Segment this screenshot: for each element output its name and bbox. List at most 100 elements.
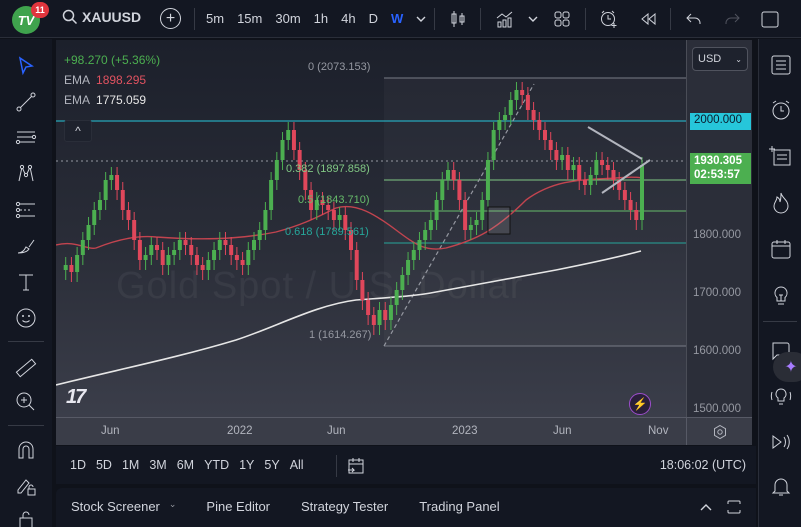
range-1d[interactable]: 1D xyxy=(70,458,86,472)
price-label: 1700.000 xyxy=(693,287,741,299)
tab-stock-screener[interactable]: Stock Screener xyxy=(71,499,160,514)
zoom-in-icon[interactable] xyxy=(13,389,39,415)
range-1y[interactable]: 1Y xyxy=(239,458,255,472)
fib-tools-icon[interactable] xyxy=(13,197,39,223)
interval-15m[interactable]: 15m xyxy=(237,11,263,26)
ema-fast-row[interactable]: EMA 1898.295 xyxy=(64,70,160,90)
interval-5m[interactable]: 5m xyxy=(206,11,225,26)
redo-icon[interactable] xyxy=(721,8,743,30)
fib-level-0: 0 (2073.153) xyxy=(308,61,371,73)
fib-level-1: 1 (1614.267) xyxy=(309,329,372,341)
unlock-icon[interactable] xyxy=(13,505,39,527)
tradingview-logo[interactable]: 17 xyxy=(66,386,86,408)
interval-dropdown-icon[interactable] xyxy=(410,8,432,30)
right-sidebar: ✦ xyxy=(758,39,801,527)
text-icon[interactable] xyxy=(13,269,39,295)
calendar-icon[interactable] xyxy=(767,235,795,263)
fullscreen-icon[interactable] xyxy=(759,8,781,30)
range-5y[interactable]: 5Y xyxy=(264,458,280,472)
interval-w[interactable]: W xyxy=(390,11,404,26)
tab-strategy-tester[interactable]: Strategy Tester xyxy=(301,499,389,514)
horizontal-lines-icon[interactable] xyxy=(13,125,39,151)
utc-clock[interactable]: 18:06:02 (UTC) xyxy=(659,458,746,472)
undo-icon[interactable] xyxy=(683,8,705,30)
divider xyxy=(8,425,44,426)
time-label: Nov xyxy=(648,425,669,437)
lightning-icon[interactable]: ⚡ xyxy=(629,393,651,415)
time-axis[interactable]: Jun 2022 Jun 2023 Jun Nov xyxy=(56,417,686,445)
go-to-date-icon[interactable] xyxy=(345,455,367,477)
add-note-icon[interactable] xyxy=(767,142,795,170)
watchlist-icon[interactable] xyxy=(767,51,795,79)
interval-d[interactable]: D xyxy=(368,11,378,26)
streams-icon[interactable] xyxy=(767,382,795,410)
chevron-up-icon[interactable] xyxy=(696,497,716,517)
chevron-down-icon[interactable]: ⌄ xyxy=(168,499,177,509)
indicators-dropdown-icon[interactable] xyxy=(522,8,544,30)
lock-drawings-icon[interactable] xyxy=(13,473,39,499)
currency-value: USD xyxy=(698,53,722,65)
ideas-lightbulb-icon[interactable] xyxy=(767,282,795,310)
divider xyxy=(480,8,481,30)
chart-settings-icon[interactable] xyxy=(686,417,752,445)
add-symbol-icon[interactable]: + xyxy=(160,8,181,29)
broadcast-play-icon[interactable] xyxy=(767,428,795,456)
time-label: 2022 xyxy=(227,425,253,437)
interval-4h[interactable]: 4h xyxy=(341,11,356,26)
fib-level-05: 0.5 (1843.710) xyxy=(298,194,370,206)
logo-text: TV xyxy=(17,12,35,28)
magnet-icon[interactable] xyxy=(13,437,39,463)
ema-fast-label: EMA xyxy=(64,73,91,87)
alert-add-icon[interactable] xyxy=(598,8,620,30)
legend-collapse-button[interactable]: ^ xyxy=(64,120,92,142)
tab-trading-panel[interactable]: Trading Panel xyxy=(419,499,500,514)
range-6m[interactable]: 6M xyxy=(176,458,195,472)
ema-slow-row[interactable]: EMA 1775.059 xyxy=(64,90,160,110)
ema-slow-value: 1775.059 xyxy=(96,93,147,107)
indicators-icon[interactable] xyxy=(494,8,516,30)
notifications-bell-icon[interactable] xyxy=(767,472,795,500)
range-1m[interactable]: 1M xyxy=(121,458,140,472)
price-plot xyxy=(56,77,686,386)
alerts-icon[interactable] xyxy=(767,96,795,124)
divider xyxy=(336,455,337,477)
time-label: Jun xyxy=(553,425,572,437)
price-scale[interactable]: USD ⌄ 2000.000 1930.305 02:53:57 1800.000… xyxy=(686,40,752,417)
interval-30m[interactable]: 30m xyxy=(275,11,301,26)
date-range-bar: 1D 5D 1M 3M 6M YTD 1Y 5Y All 18:06:02 (U… xyxy=(56,446,756,484)
price-label: 1600.000 xyxy=(693,345,741,357)
notification-badge: 11 xyxy=(31,2,49,18)
tab-pine-editor[interactable]: Pine Editor xyxy=(206,499,271,514)
time-label: 2023 xyxy=(452,425,478,437)
replay-icon[interactable] xyxy=(637,8,659,30)
ruler-icon[interactable] xyxy=(13,355,39,381)
hotlists-fire-icon[interactable] xyxy=(767,189,795,217)
range-ytd[interactable]: YTD xyxy=(204,458,230,472)
divider xyxy=(670,8,671,30)
ai-sparkle-icon[interactable]: ✦ xyxy=(773,352,801,382)
range-all[interactable]: All xyxy=(289,458,304,472)
currency-select[interactable]: USD ⌄ xyxy=(692,47,748,71)
brush-icon[interactable] xyxy=(13,233,39,259)
symbol-search[interactable]: XAUUSD xyxy=(62,9,141,25)
layouts-icon[interactable] xyxy=(551,8,573,30)
range-5d[interactable]: 5D xyxy=(95,458,112,472)
drawing-toolbar xyxy=(0,39,52,527)
price-label: 1800.000 xyxy=(693,229,741,241)
last-price-tag: 1930.305 02:53:57 xyxy=(690,153,751,184)
bottom-tabs: Stock Screener ⌄ Pine Editor Strategy Te… xyxy=(71,499,531,514)
divider xyxy=(8,341,44,342)
chart-pane[interactable]: Gold Spot / U.S. Dollar xyxy=(56,40,686,417)
divider xyxy=(194,8,195,30)
interval-1h[interactable]: 1h xyxy=(313,11,329,26)
emoji-icon[interactable] xyxy=(13,305,39,331)
pattern-icon[interactable] xyxy=(13,161,39,187)
candles-icon[interactable] xyxy=(447,8,469,30)
cursor-icon[interactable] xyxy=(13,53,39,79)
price-label: 1500.000 xyxy=(693,403,741,415)
maximize-panel-icon[interactable] xyxy=(724,497,744,517)
symbol-watermark: Gold Spot / U.S. Dollar xyxy=(116,265,524,307)
chevron-down-icon: ⌄ xyxy=(735,54,742,64)
range-3m[interactable]: 3M xyxy=(149,458,167,472)
trend-line-icon[interactable] xyxy=(13,89,39,115)
